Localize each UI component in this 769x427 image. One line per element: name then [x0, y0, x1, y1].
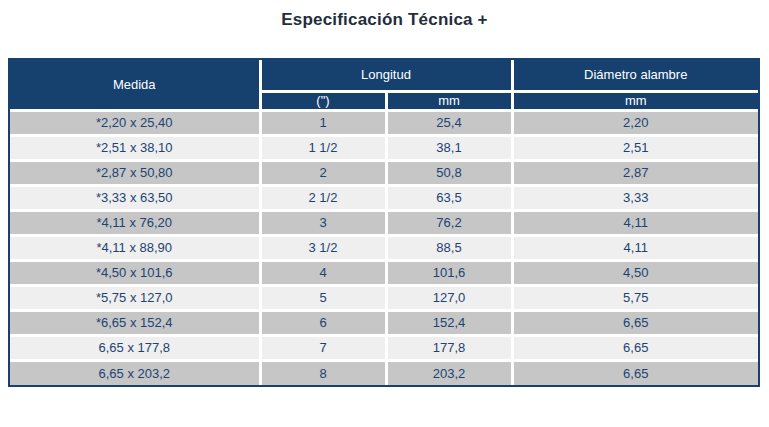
- cell-diametro: 2,20: [512, 110, 758, 135]
- cell-inches: 1: [260, 110, 386, 135]
- cell-diametro: 4,50: [512, 260, 758, 285]
- table-body: *2,20 x 25,40125,42,20*2,51 x 38,101 1/2…: [10, 110, 758, 385]
- cell-diametro: 2,87: [512, 160, 758, 185]
- cell-medida: *4,11 x 88,90: [10, 235, 260, 260]
- cell-diametro: 4,11: [512, 210, 758, 235]
- cell-medida: *2,20 x 25,40: [10, 110, 260, 135]
- cell-mm: 203,2: [386, 360, 512, 385]
- cell-diametro: 5,75: [512, 285, 758, 310]
- cell-diametro: 6,65: [512, 360, 758, 385]
- table-row: 6,65 x 203,28203,26,65: [10, 360, 758, 385]
- cell-medida: *6,65 x 152,4: [10, 310, 260, 335]
- cell-mm: 76,2: [386, 210, 512, 235]
- table-row: *3,33 x 63,502 1/263,53,33: [10, 185, 758, 210]
- cell-medida: 6,65 x 177,8: [10, 335, 260, 360]
- cell-inches: 5: [260, 285, 386, 310]
- cell-mm: 177,8: [386, 335, 512, 360]
- table-row: *2,51 x 38,101 1/238,12,51: [10, 135, 758, 160]
- table-row: *2,20 x 25,40125,42,20: [10, 110, 758, 135]
- cell-medida: 6,65 x 203,2: [10, 360, 260, 385]
- cell-mm: 152,4: [386, 310, 512, 335]
- page-title: Especificación Técnica +: [0, 10, 769, 30]
- cell-mm: 25,4: [386, 110, 512, 135]
- cell-inches: 3 1/2: [260, 235, 386, 260]
- spec-table-container: Medida Longitud Diámetro alambre (") mm …: [8, 58, 760, 387]
- cell-diametro: 6,65: [512, 335, 758, 360]
- cell-inches: 7: [260, 335, 386, 360]
- header-group-row: Medida Longitud Diámetro alambre: [10, 60, 758, 91]
- cell-inches: 6: [260, 310, 386, 335]
- table-row: *2,87 x 50,80250,82,87: [10, 160, 758, 185]
- cell-mm: 101,6: [386, 260, 512, 285]
- header-longitud-mm-unit: mm: [386, 91, 512, 110]
- spec-table: Medida Longitud Diámetro alambre (") mm …: [10, 60, 758, 385]
- cell-medida: *4,11 x 76,20: [10, 210, 260, 235]
- cell-inches: 2 1/2: [260, 185, 386, 210]
- table-row: *4,11 x 88,903 1/288,54,11: [10, 235, 758, 260]
- header-longitud-group: Longitud: [260, 60, 512, 91]
- cell-diametro: 6,65: [512, 310, 758, 335]
- table-header: Medida Longitud Diámetro alambre (") mm …: [10, 60, 758, 110]
- table-row: 6,65 x 177,87177,86,65: [10, 335, 758, 360]
- header-diametro-group: Diámetro alambre: [512, 60, 758, 91]
- cell-mm: 88,5: [386, 235, 512, 260]
- cell-inches: 3: [260, 210, 386, 235]
- cell-inches: 1 1/2: [260, 135, 386, 160]
- cell-mm: 63,5: [386, 185, 512, 210]
- cell-inches: 2: [260, 160, 386, 185]
- header-inches-unit: ("): [260, 91, 386, 110]
- table-row: *4,50 x 101,64101,64,50: [10, 260, 758, 285]
- cell-inches: 4: [260, 260, 386, 285]
- cell-mm: 50,8: [386, 160, 512, 185]
- cell-diametro: 4,11: [512, 235, 758, 260]
- table-row: *5,75 x 127,05127,05,75: [10, 285, 758, 310]
- cell-mm: 38,1: [386, 135, 512, 160]
- cell-medida: *5,75 x 127,0: [10, 285, 260, 310]
- cell-medida: *4,50 x 101,6: [10, 260, 260, 285]
- cell-medida: *2,87 x 50,80: [10, 160, 260, 185]
- cell-medida: *3,33 x 63,50: [10, 185, 260, 210]
- table-row: *4,11 x 76,20376,24,11: [10, 210, 758, 235]
- header-diametro-mm-unit: mm: [512, 91, 758, 110]
- header-medida: Medida: [10, 60, 260, 110]
- cell-diametro: 3,33: [512, 185, 758, 210]
- cell-inches: 8: [260, 360, 386, 385]
- cell-medida: *2,51 x 38,10: [10, 135, 260, 160]
- cell-diametro: 2,51: [512, 135, 758, 160]
- cell-mm: 127,0: [386, 285, 512, 310]
- table-row: *6,65 x 152,46152,46,65: [10, 310, 758, 335]
